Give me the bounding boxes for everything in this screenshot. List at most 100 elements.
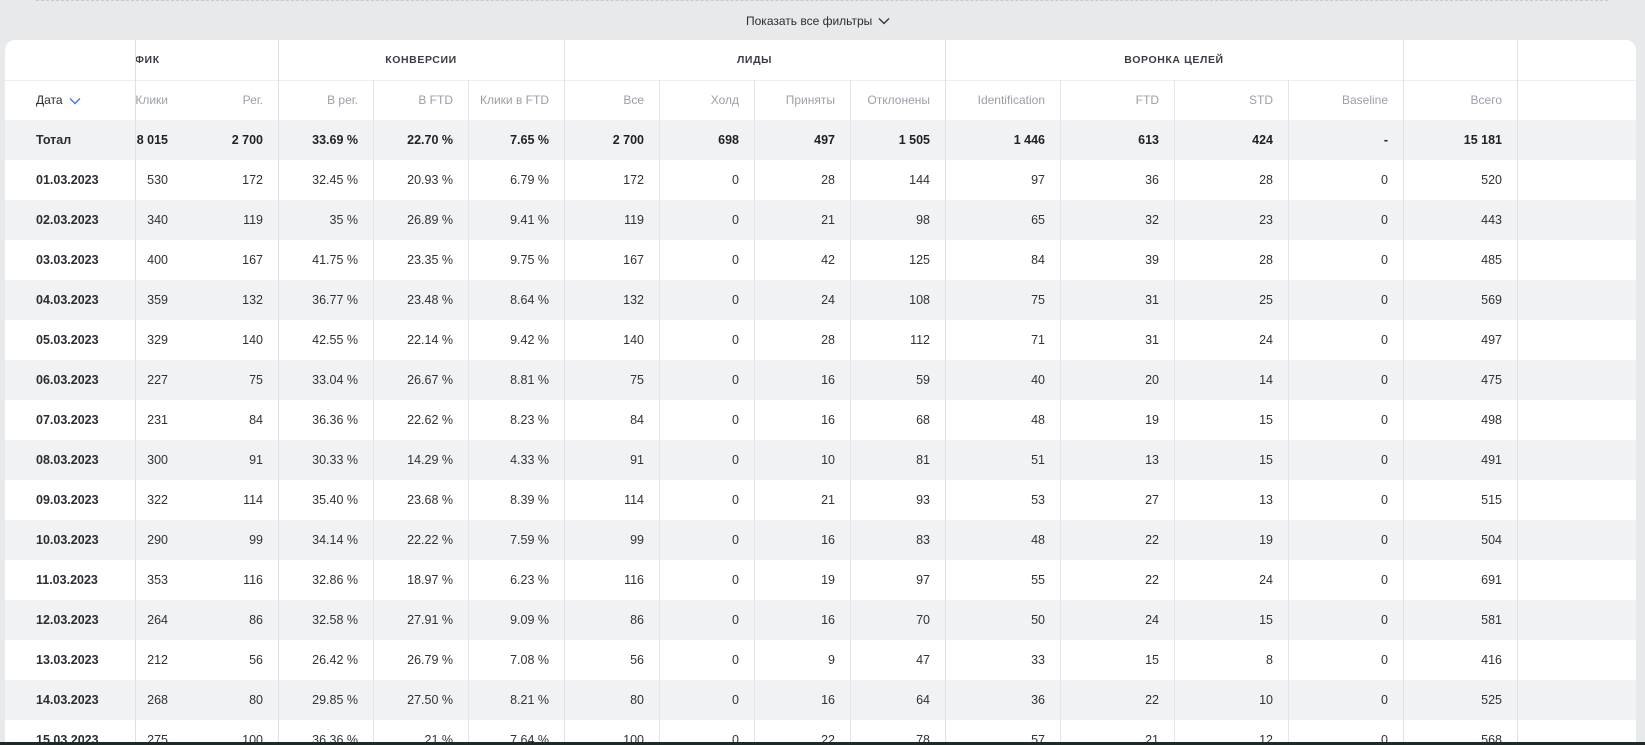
table-cell: 0 [1381, 293, 1388, 307]
table-cell: 144 [909, 173, 930, 187]
table-cell: 41.75 % [312, 253, 358, 267]
table-cell: 23.68 % [407, 493, 453, 507]
column-header[interactable]: Identification [977, 93, 1045, 107]
table-row[interactable]: 11.03.2023 353 116 32.86 % 18.97 % 6.23 % 116 0… [5, 560, 1636, 600]
table-cell: 16 [821, 693, 835, 707]
table-row[interactable]: 01.03.2023 530 172 32.45 % 20.93 % 6.79 % 172 0… [5, 160, 1636, 200]
table-cell: 172 [623, 173, 644, 187]
table-cell: 97 [916, 573, 930, 587]
group-conversions: КОНВЕРСИИ [385, 54, 457, 66]
table-cell: 84 [630, 413, 644, 427]
table-row[interactable]: 13.03.2023 212 56 26.42 % 26.79 % 7.08 % 56 0 9 4… [5, 640, 1636, 680]
column-header[interactable]: В рег. [327, 93, 358, 107]
column-header[interactable]: Все [623, 93, 644, 107]
table-cell: 13 [1145, 453, 1159, 467]
column-header[interactable]: Рег. [242, 93, 263, 107]
table-row[interactable]: 12.03.2023 264 86 32.58 % 27.91 % 9.09 % 86 0 16… [5, 600, 1636, 640]
table-cell: 0 [1381, 693, 1388, 707]
table-cell: 8.39 % [510, 493, 549, 507]
table-row[interactable]: 04.03.2023 359 132 36.77 % 23.48 % 8.64 % 132 0… [5, 280, 1636, 320]
table-cell: 9.09 % [510, 613, 549, 627]
table-cell: 0 [732, 733, 739, 745]
table-cell: 26.89 % [407, 213, 453, 227]
table-row[interactable]: 03.03.2023 400 167 41.75 % 23.35 % 9.75 % 167 0… [5, 240, 1636, 280]
column-header[interactable]: Клики [135, 93, 168, 107]
table-cell: 20.93 % [407, 173, 453, 187]
column-divider [468, 80, 469, 745]
table-row[interactable]: 02.03.2023 340 119 35 % 26.89 % 9.41 % 119 0 21 9… [5, 200, 1636, 240]
table-cell: 35 % [329, 213, 359, 227]
table-cell: 613 [1138, 133, 1159, 147]
table-row[interactable]: 09.03.2023 322 114 35.40 % 23.68 % 8.39 % 114 0… [5, 480, 1636, 520]
table-row[interactable]: 05.03.2023 329 140 42.55 % 22.14 % 9.42 % 140 0… [5, 320, 1636, 360]
table-cell: 114 [624, 493, 644, 507]
row-date: 13.03.2023 [36, 653, 99, 667]
table-cell: 22.22 % [407, 533, 453, 547]
table-cell: 525 [1481, 693, 1502, 707]
table-row[interactable]: 14.03.2023 268 80 29.85 % 27.50 % 8.21 % 80 0 16… [5, 680, 1636, 720]
table-cell: 53 [1031, 493, 1045, 507]
row-date: 09.03.2023 [36, 493, 99, 507]
table-row[interactable]: 06.03.2023 227 75 33.04 % 26.67 % 8.81 % 75 0 16… [5, 360, 1636, 400]
table-cell: 132 [623, 293, 644, 307]
column-header-row: Дата Клики Рег. В рег. В FTD Клики в FTD Все Х… [5, 80, 1636, 120]
table-cell: 9 [828, 653, 835, 667]
table-cell: 29.85 % [312, 693, 358, 707]
column-header[interactable]: Холд [710, 93, 739, 107]
table-cell: 4.33 % [510, 453, 549, 467]
table-cell: 340 [147, 213, 168, 227]
table-cell: 50 [1031, 613, 1045, 627]
table-cell: 114 [243, 493, 263, 507]
table-cell: 13 [1259, 493, 1273, 507]
table-cell: 30.33 % [312, 453, 358, 467]
column-header[interactable]: STD [1249, 93, 1273, 107]
sort-chevron-down-icon[interactable] [69, 97, 81, 105]
table-cell: 8.81 % [510, 373, 549, 387]
date-column-header[interactable]: Дата [36, 80, 81, 120]
column-header[interactable]: Baseline [1341, 93, 1388, 107]
column-header[interactable]: Всего [1470, 93, 1502, 107]
table-cell: 32.86 % [312, 573, 358, 587]
table-cell: 99 [249, 533, 263, 547]
table-cell: 7.65 % [510, 133, 549, 147]
table-cell: 0 [732, 293, 739, 307]
column-divider [1517, 40, 1518, 745]
table-cell: 80 [630, 693, 644, 707]
table-cell: 51 [1031, 453, 1045, 467]
total-row[interactable]: Тотал 8 015 2 700 33.69 % 22.70 % 7.65 % 2 700… [5, 120, 1636, 160]
table-cell: 25 [1259, 293, 1273, 307]
table-cell: 24 [1259, 333, 1273, 347]
table-cell: 36 [1145, 173, 1159, 187]
table-cell: 19 [821, 573, 835, 587]
table-cell: 0 [1381, 413, 1388, 427]
column-header[interactable]: Приняты [785, 93, 835, 107]
column-header[interactable]: В FTD [418, 93, 453, 107]
table-cell: 24 [1145, 613, 1159, 627]
table-cell: 31 [1145, 333, 1159, 347]
table-row[interactable]: 08.03.2023 300 91 30.33 % 14.29 % 4.33 % 91 0 10… [5, 440, 1636, 480]
row-date: 08.03.2023 [36, 453, 99, 467]
column-divider [373, 80, 374, 745]
table-cell: 10 [1259, 693, 1273, 707]
table-row[interactable]: 07.03.2023 231 84 36.36 % 22.62 % 8.23 % 84 0 16… [5, 400, 1636, 440]
table-cell: 322 [147, 493, 168, 507]
table-cell: 8.23 % [510, 413, 549, 427]
table-cell: 424 [1252, 133, 1273, 147]
table-cell: 22 [1145, 573, 1159, 587]
column-divider [945, 40, 946, 745]
column-header[interactable]: Клики в FTD [479, 93, 549, 107]
show-all-filters-button[interactable]: Показать все фильтры [746, 12, 890, 30]
table-cell: 36.77 % [312, 293, 358, 307]
table-cell: 99 [630, 533, 644, 547]
table-cell: 15 [1259, 613, 1273, 627]
chevron-down-icon [878, 18, 890, 25]
column-header[interactable]: FTD [1135, 93, 1159, 107]
table-cell: 22.62 % [407, 413, 453, 427]
table-row[interactable]: 10.03.2023 290 99 34.14 % 22.22 % 7.59 % 99 0 16… [5, 520, 1636, 560]
column-divider [135, 40, 136, 745]
table-cell: 0 [732, 573, 739, 587]
column-header[interactable]: Отклонены [867, 93, 930, 107]
table-cell: 31 [1145, 293, 1159, 307]
table-cell: 212 [147, 653, 168, 667]
table-cell: 0 [732, 653, 739, 667]
